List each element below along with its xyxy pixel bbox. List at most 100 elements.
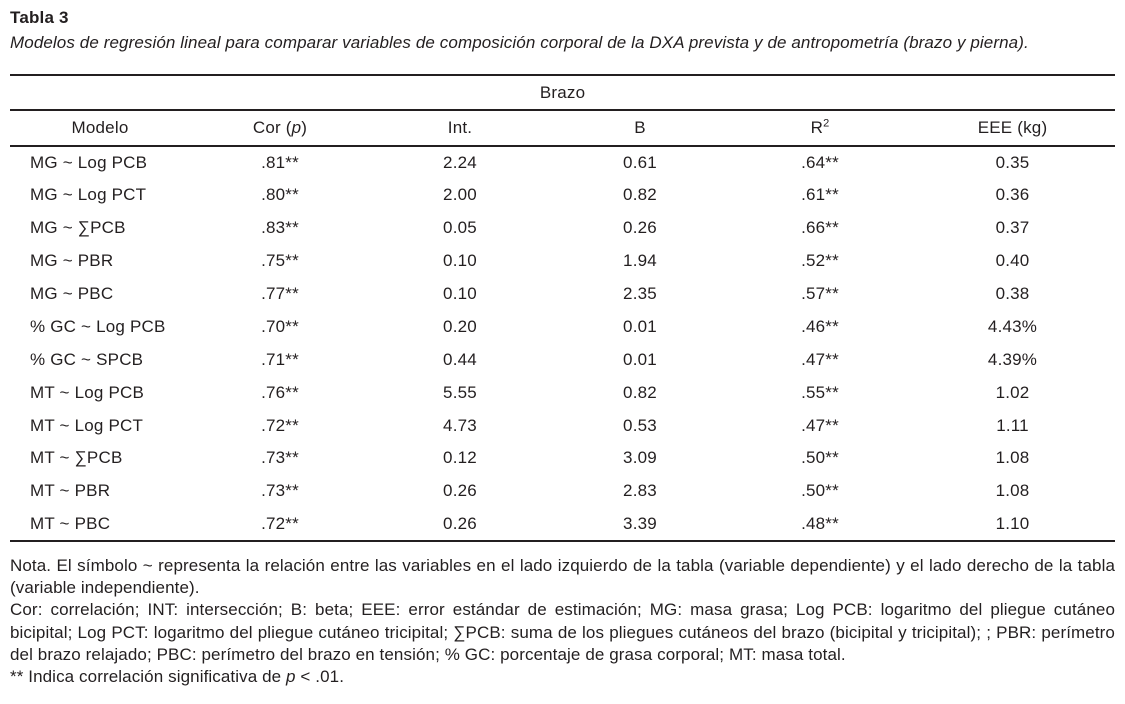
cell-cor: .70** [261,316,299,336]
column-header-cor: Cor (p) [190,110,370,147]
cell-r2: .48** [801,513,839,533]
cell-b: 3.39 [623,513,657,533]
cell-r2: .50** [801,448,839,468]
table-row: MG ~ ∑PCB .83** 0.05 0.26 .66** 0.37 [10,212,1115,245]
column-header-r2: R2 [730,110,910,147]
cell-int: 0.20 [443,316,477,336]
column-header-r2-main: R [810,118,824,137]
table-row: MT ~ ∑PCB .73** 0.12 3.09 .50** 1.08 [10,442,1115,475]
cell-eee: 1.02 [995,382,1030,402]
cell-b: 0.82 [623,382,657,402]
cell-eee: 1.08 [995,448,1030,468]
cell-int: 0.44 [443,349,477,369]
cell-eee: 1.10 [995,513,1030,533]
table-row: MG ~ PBR .75** 0.10 1.94 .52** 0.40 [10,245,1115,278]
cell-modelo: MG ~ ∑PCB [30,218,126,238]
cell-modelo: MG ~ PBC [30,284,114,303]
note-significance-p: p [286,667,296,687]
cell-int: 0.26 [443,481,477,501]
document-page: Tabla 3 Modelos de regresión lineal para… [10,8,1116,689]
table-caption: Modelos de regresión lineal para compara… [10,33,1029,52]
column-header-r2-sup: 2 [823,117,830,130]
cell-int: 0.26 [443,513,477,533]
cell-modelo: MT ~ PBC [30,513,111,533]
cell-cor: .71** [261,349,299,369]
cell-int: 0.10 [443,284,477,303]
cell-int: 2.00 [443,185,477,205]
table-row: % GC ~ SPCB .71** 0.44 0.01 .47** 4.39% [10,343,1115,376]
cell-modelo: MT ~ Log PCB [30,382,145,402]
cell-r2: .55** [801,382,839,402]
cell-cor: .72** [261,513,299,533]
cell-b: 0.26 [623,218,657,238]
cell-int: 5.55 [443,382,477,402]
column-header-modelo: Modelo [10,110,190,147]
table-row: MT ~ PBR .73** 0.26 2.83 .50** 1.08 [10,475,1115,508]
table-row: MT ~ Log PCT .72** 4.73 0.53 .47** 1.11 [10,409,1115,442]
cell-modelo: MT ~ ∑PCB [30,448,123,468]
cell-modelo: MG ~ Log PCB [30,152,148,172]
column-header-b: B [550,110,730,147]
cell-r2: .46** [801,316,839,336]
cell-modelo: MG ~ PBR [30,251,114,271]
cell-eee: 4.39% [987,349,1038,369]
column-header-cor-p: p [291,118,302,137]
cell-int: 2.24 [443,152,477,172]
column-header-int: Int. [370,110,550,147]
table-group-header-row: Brazo [10,75,1116,111]
cell-r2: .64** [801,152,839,172]
cell-modelo: MT ~ PBR [30,481,111,501]
note-symbol-explanation: Nota. El símbolo ~ representa la relació… [10,555,1115,597]
cell-r2: .66** [801,218,839,238]
cell-eee: 0.37 [995,218,1030,238]
cell-b: 0.53 [623,415,657,435]
cell-cor: .81** [261,152,299,172]
cell-cor: .75** [261,251,299,271]
cell-int: 0.10 [443,251,477,271]
table-row: MG ~ Log PCB .81** 2.24 0.61 .64** 0.35 [10,146,1115,179]
table-body: MG ~ Log PCB .81** 2.24 0.61 .64** 0.35 … [10,146,1115,541]
cell-cor: .80** [261,185,299,205]
cell-r2: .52** [801,251,839,271]
cell-cor: .83** [261,218,299,238]
table-column-header-row: Modelo Cor (p) Int. B R2 EEE (kg) [10,110,1116,147]
note-significance-pre: ** Indica correlación significativa de [10,667,287,687]
column-header-eee: EEE (kg) [910,110,1116,147]
cell-int: 4.73 [443,415,477,435]
column-header-cor-pre: Cor ( [252,118,292,137]
cell-b: 0.61 [623,152,657,172]
table-row: MT ~ Log PCB .76** 5.55 0.82 .55** 1.02 [10,376,1115,409]
regression-table: Brazo Modelo Cor (p) Int. B R2 EEE (kg) … [10,74,1116,542]
cell-eee: 0.38 [995,284,1030,303]
note-abbreviations: Cor: correlación; INT: intersección; B: … [10,600,1115,664]
cell-r2: .57** [801,284,839,303]
cell-b: 2.83 [623,481,657,501]
cell-b: 0.82 [623,185,657,205]
cell-modelo: % GC ~ Log PCB [30,316,166,336]
cell-r2: .50** [801,481,839,501]
cell-cor: .72** [261,415,299,435]
cell-r2: .61** [801,185,839,205]
cell-eee: 4.43% [987,316,1038,336]
cell-b: 3.09 [623,448,657,468]
cell-eee: 1.11 [996,415,1029,435]
cell-cor: .73** [261,448,299,468]
cell-modelo: MT ~ Log PCT [30,415,144,435]
table-notes: Nota. El símbolo ~ representa la relació… [10,555,1115,689]
cell-modelo: MG ~ Log PCT [30,185,147,205]
cell-eee: 0.35 [995,152,1030,172]
cell-r2: .47** [801,415,839,435]
cell-cor: .77** [261,284,299,303]
cell-cor: .73** [261,481,299,501]
column-header-cor-post: ) [301,118,308,137]
table-row: MG ~ Log PCT .80** 2.00 0.82 .61** 0.36 [10,179,1115,212]
note-significance-post: < .01. [295,667,345,687]
cell-eee: 1.08 [995,481,1030,501]
table-row: % GC ~ Log PCB .70** 0.20 0.01 .46** 4.4… [10,310,1115,343]
cell-b: 0.01 [623,316,657,336]
cell-eee: 0.36 [995,185,1030,205]
cell-modelo: % GC ~ SPCB [30,349,144,369]
cell-b: 1.94 [623,251,657,271]
cell-r2: .47** [801,349,839,369]
table-number: Tabla 3 [10,8,69,27]
